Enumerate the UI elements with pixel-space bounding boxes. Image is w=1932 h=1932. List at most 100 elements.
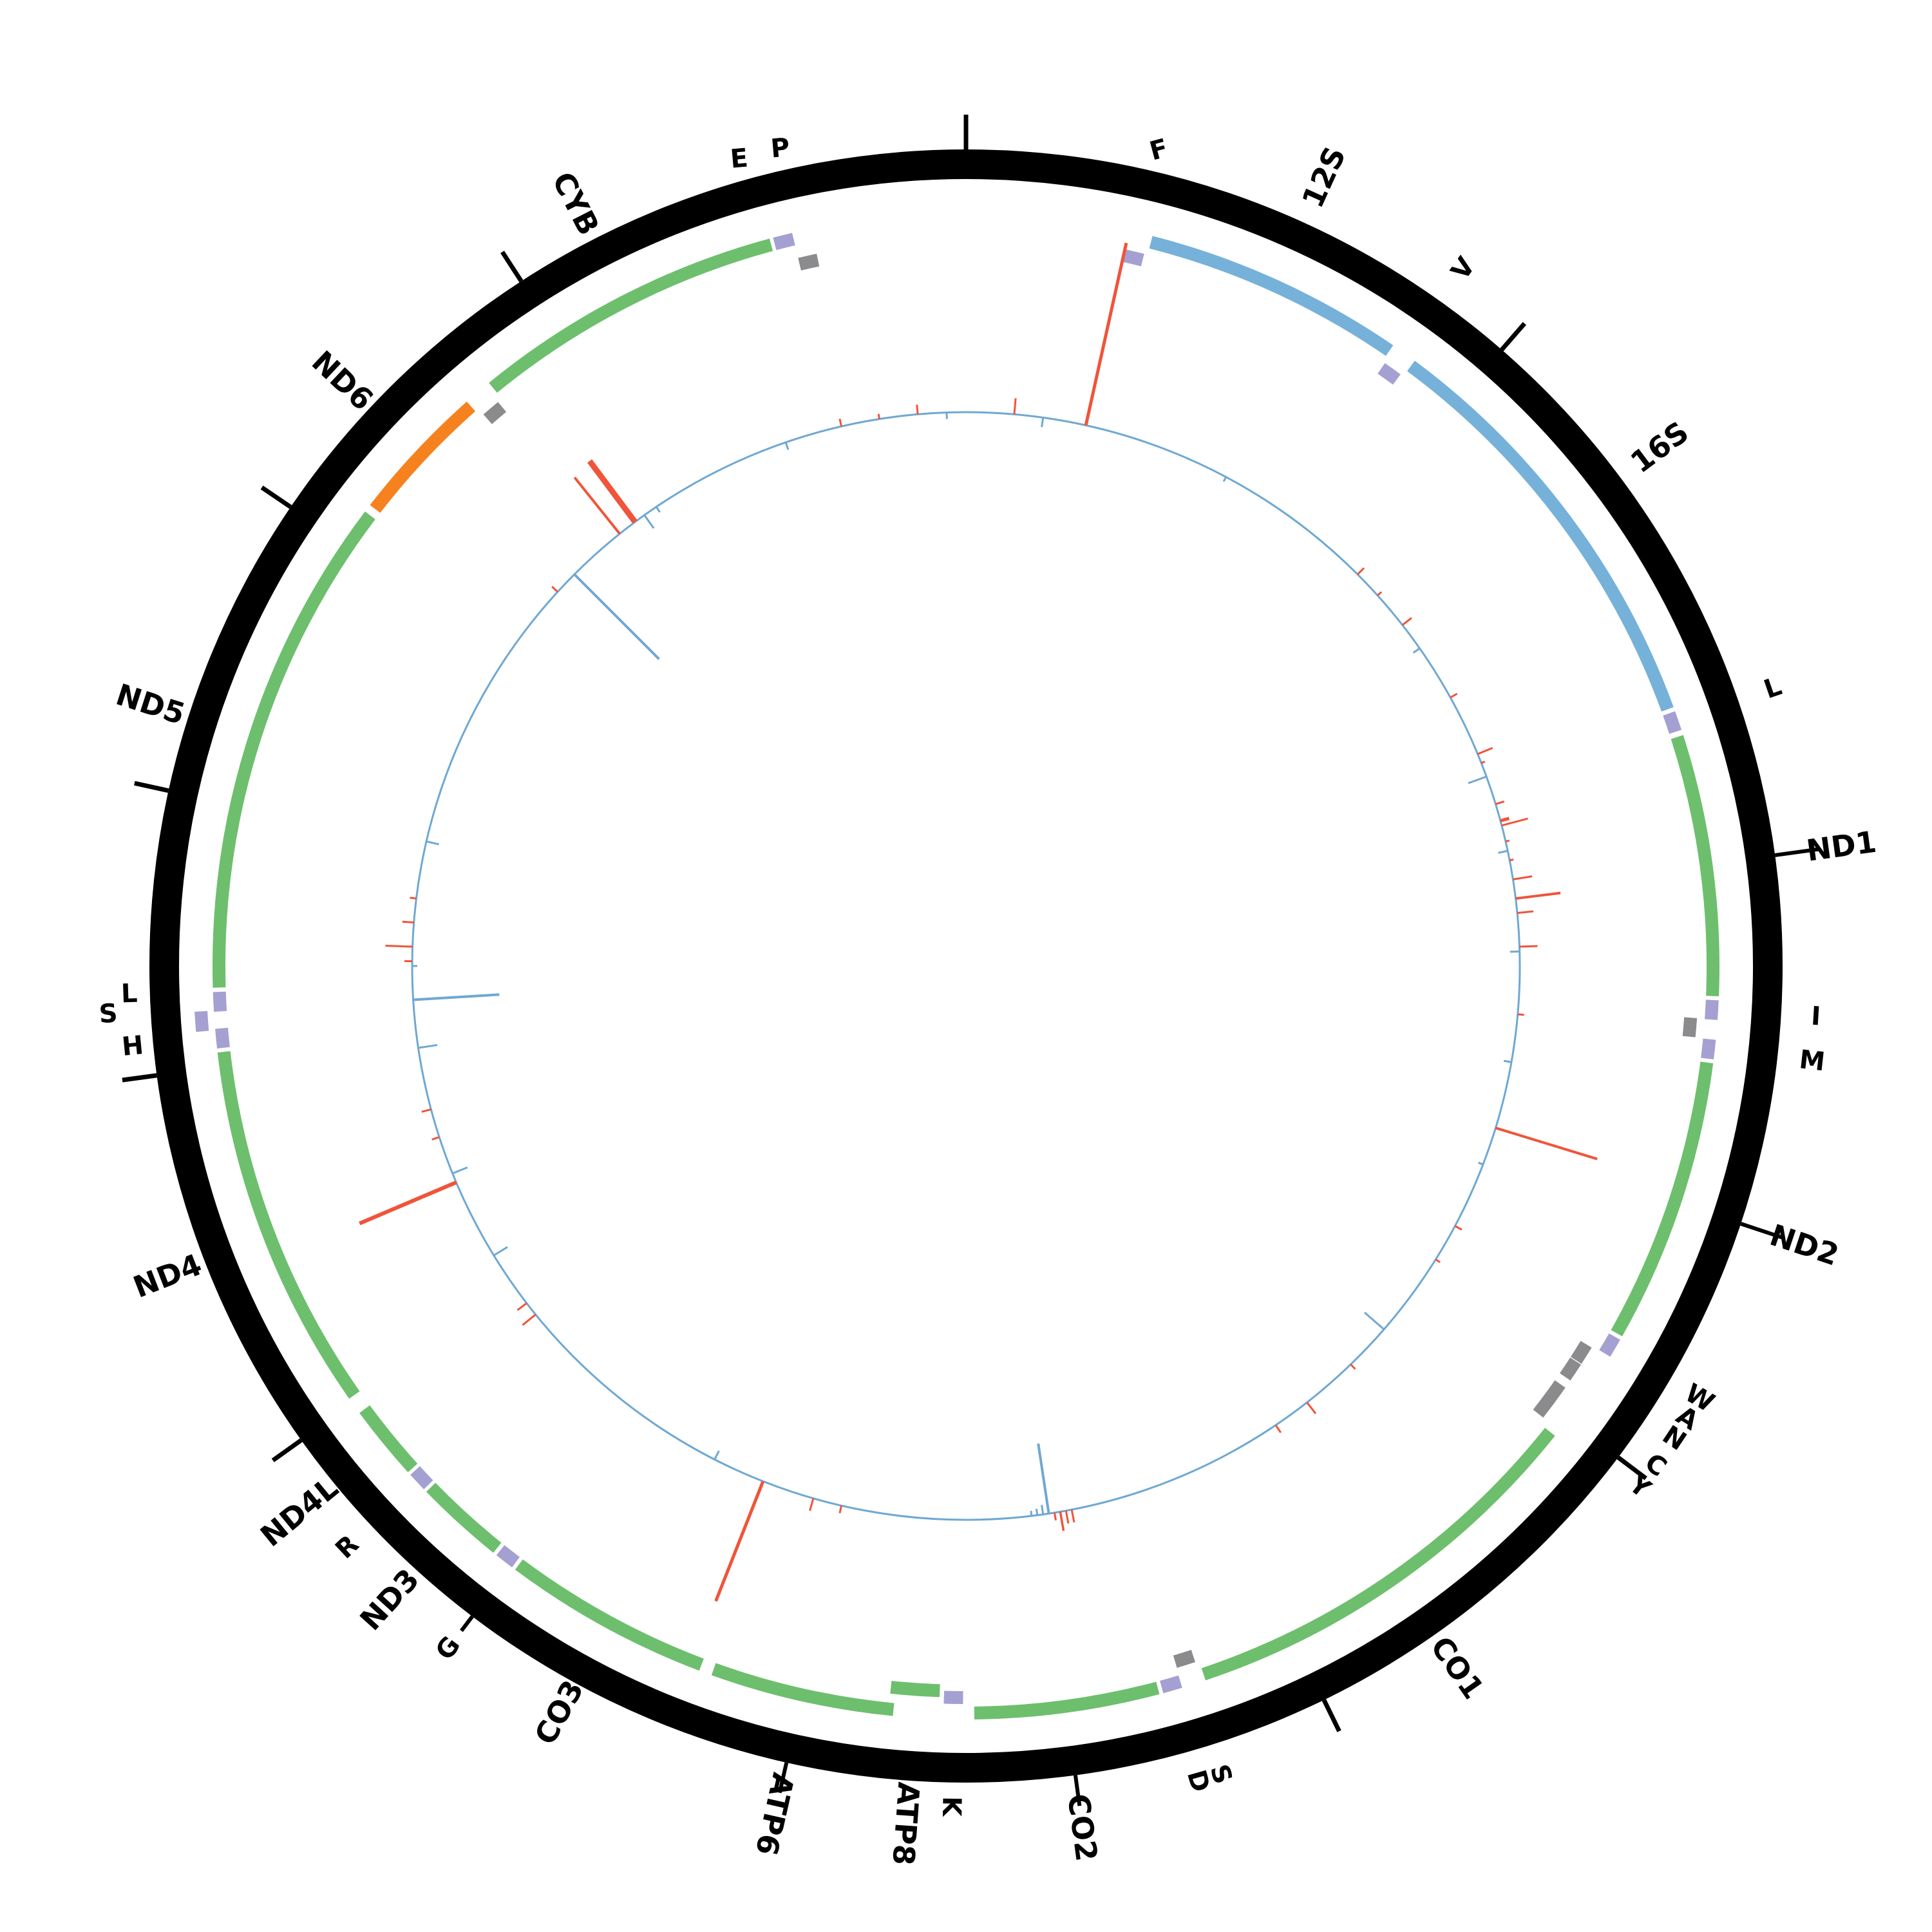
trna-block-TM [1701, 1038, 1716, 1060]
variant-spike-outward [877, 413, 880, 419]
variant-spike-outward [1454, 1225, 1463, 1231]
variant-spike-outward [1070, 1509, 1075, 1523]
trna-block-TG [496, 1545, 520, 1567]
variant-spike-outward [551, 585, 558, 593]
variant-spike-outward [838, 1505, 843, 1513]
trna-block-TP [798, 254, 820, 270]
label-leader-ATP6 [777, 1762, 789, 1794]
variant-spike-outward [1477, 746, 1493, 755]
trna-block-TS1 [1173, 1649, 1195, 1668]
scale-tick [260, 486, 292, 509]
variant-spike-outward [1306, 1401, 1317, 1414]
trna-block-TL1 [1663, 711, 1682, 734]
trna-block-TW [1599, 1333, 1620, 1357]
variant-spike-inward [643, 514, 655, 529]
trna-block-TC [1544, 1380, 1566, 1403]
variant-spike-outward [1500, 817, 1510, 822]
gene-arc-ATP8 [890, 1680, 940, 1698]
scale-tick [500, 251, 524, 283]
trna-block-TS2 [194, 1010, 209, 1032]
variant-spike-inward [1412, 647, 1421, 654]
gene-label-I: I [1810, 1001, 1822, 1032]
variant-spike-inward [1041, 1504, 1045, 1515]
variant-spike-outward [1274, 1425, 1282, 1434]
variant-spike-inward [655, 506, 661, 513]
gene-label-H: H [120, 1030, 145, 1062]
variant-spike-inward [452, 1166, 468, 1175]
gene-arc-CYB [489, 238, 773, 393]
label-leader-CO2 [1073, 1775, 1082, 1806]
variant-spike-outward [1517, 910, 1534, 914]
variant-spike-inward [1035, 1508, 1039, 1516]
trna-block-TI [1705, 999, 1719, 1020]
gene-label-P: P [770, 133, 791, 164]
variant-spike-inward [418, 1044, 438, 1049]
gene-label-S: S [98, 999, 118, 1030]
genome-ring [149, 149, 1783, 1783]
trna-block-TF [1122, 249, 1144, 267]
trna-block-TE [483, 402, 507, 424]
variant-spike-outward [838, 419, 843, 427]
variant-spike-inward [426, 840, 439, 846]
variant-spike-outward [808, 1498, 815, 1511]
gene-label-E: E [729, 143, 749, 174]
label-leader-ND2 [1740, 1222, 1785, 1240]
variant-spike-inward [1030, 1510, 1033, 1517]
scale-tick [1321, 1699, 1341, 1732]
variant-spike-inward [1041, 417, 1045, 428]
gene-arc-ND1 [1671, 735, 1719, 996]
variant-spike-outward [714, 1481, 765, 1602]
variant-spike-inward [1468, 775, 1487, 784]
variant-spike-inward [1477, 1161, 1484, 1166]
gene-arc-ND5 [213, 511, 375, 988]
variant-spike-outward [431, 1136, 440, 1141]
label-leader-ND1 [1774, 847, 1821, 857]
variant-spike-inward [493, 1246, 508, 1256]
trna-block-TR [410, 1466, 433, 1490]
scale-tick [271, 1438, 303, 1463]
variant-spike-inward [1037, 1443, 1050, 1514]
variant-spike-inward [1498, 849, 1508, 854]
gene-arc-ND2 [1611, 1061, 1714, 1337]
gene-label-M: M [1797, 1045, 1826, 1077]
gene-label-ATP8: ATP8 [886, 1781, 926, 1866]
gene-label-K: K [936, 1796, 967, 1818]
variant-spike-outward [916, 404, 919, 415]
gene-arc-ND6 [370, 401, 476, 513]
gene-arc-CO3 [515, 1559, 704, 1671]
label-leader-G [460, 1615, 474, 1633]
variant-spike-inward [1222, 476, 1227, 482]
gene-arc-ND4 [217, 1051, 360, 1399]
variant-spike-outward [385, 945, 413, 948]
trna-block-TN [1559, 1357, 1582, 1381]
variant-spike-outward [1513, 875, 1533, 880]
gene-label-L: L [120, 979, 138, 1009]
variant-spike-inward [784, 442, 790, 450]
variant-spike-outward [1501, 817, 1528, 827]
scale-tick [134, 781, 169, 793]
variant-spike-outward [359, 1180, 457, 1226]
variant-spike-outward [1054, 1512, 1057, 1521]
trna-block-TA [1570, 1341, 1592, 1364]
variant-spike-outward [1517, 1013, 1524, 1016]
scale-tick [1616, 1455, 1647, 1481]
variant-spike-outward [1481, 761, 1486, 764]
variant-spike-outward [1350, 1363, 1356, 1370]
scale-tick [1500, 321, 1526, 352]
variant-spike-outward [1377, 591, 1383, 596]
trna-block-TQ [1682, 1017, 1698, 1037]
gene-arc-ND3 [426, 1482, 502, 1553]
gene-arc-ATP6 [711, 1663, 895, 1716]
trna-block-TD [1160, 1675, 1182, 1694]
variant-spike-outward [1065, 1510, 1070, 1524]
variant-spike-inward [1503, 1059, 1512, 1063]
gene-arc-RNR1 [1149, 236, 1394, 356]
variant-spike-outward [573, 477, 621, 535]
variant-spike-outward [1515, 891, 1561, 900]
variant-spike-outward [1084, 242, 1128, 426]
variant-spike-outward [1013, 398, 1017, 415]
variant-spike-outward [587, 459, 638, 524]
variant-spike-outward [421, 1108, 431, 1113]
